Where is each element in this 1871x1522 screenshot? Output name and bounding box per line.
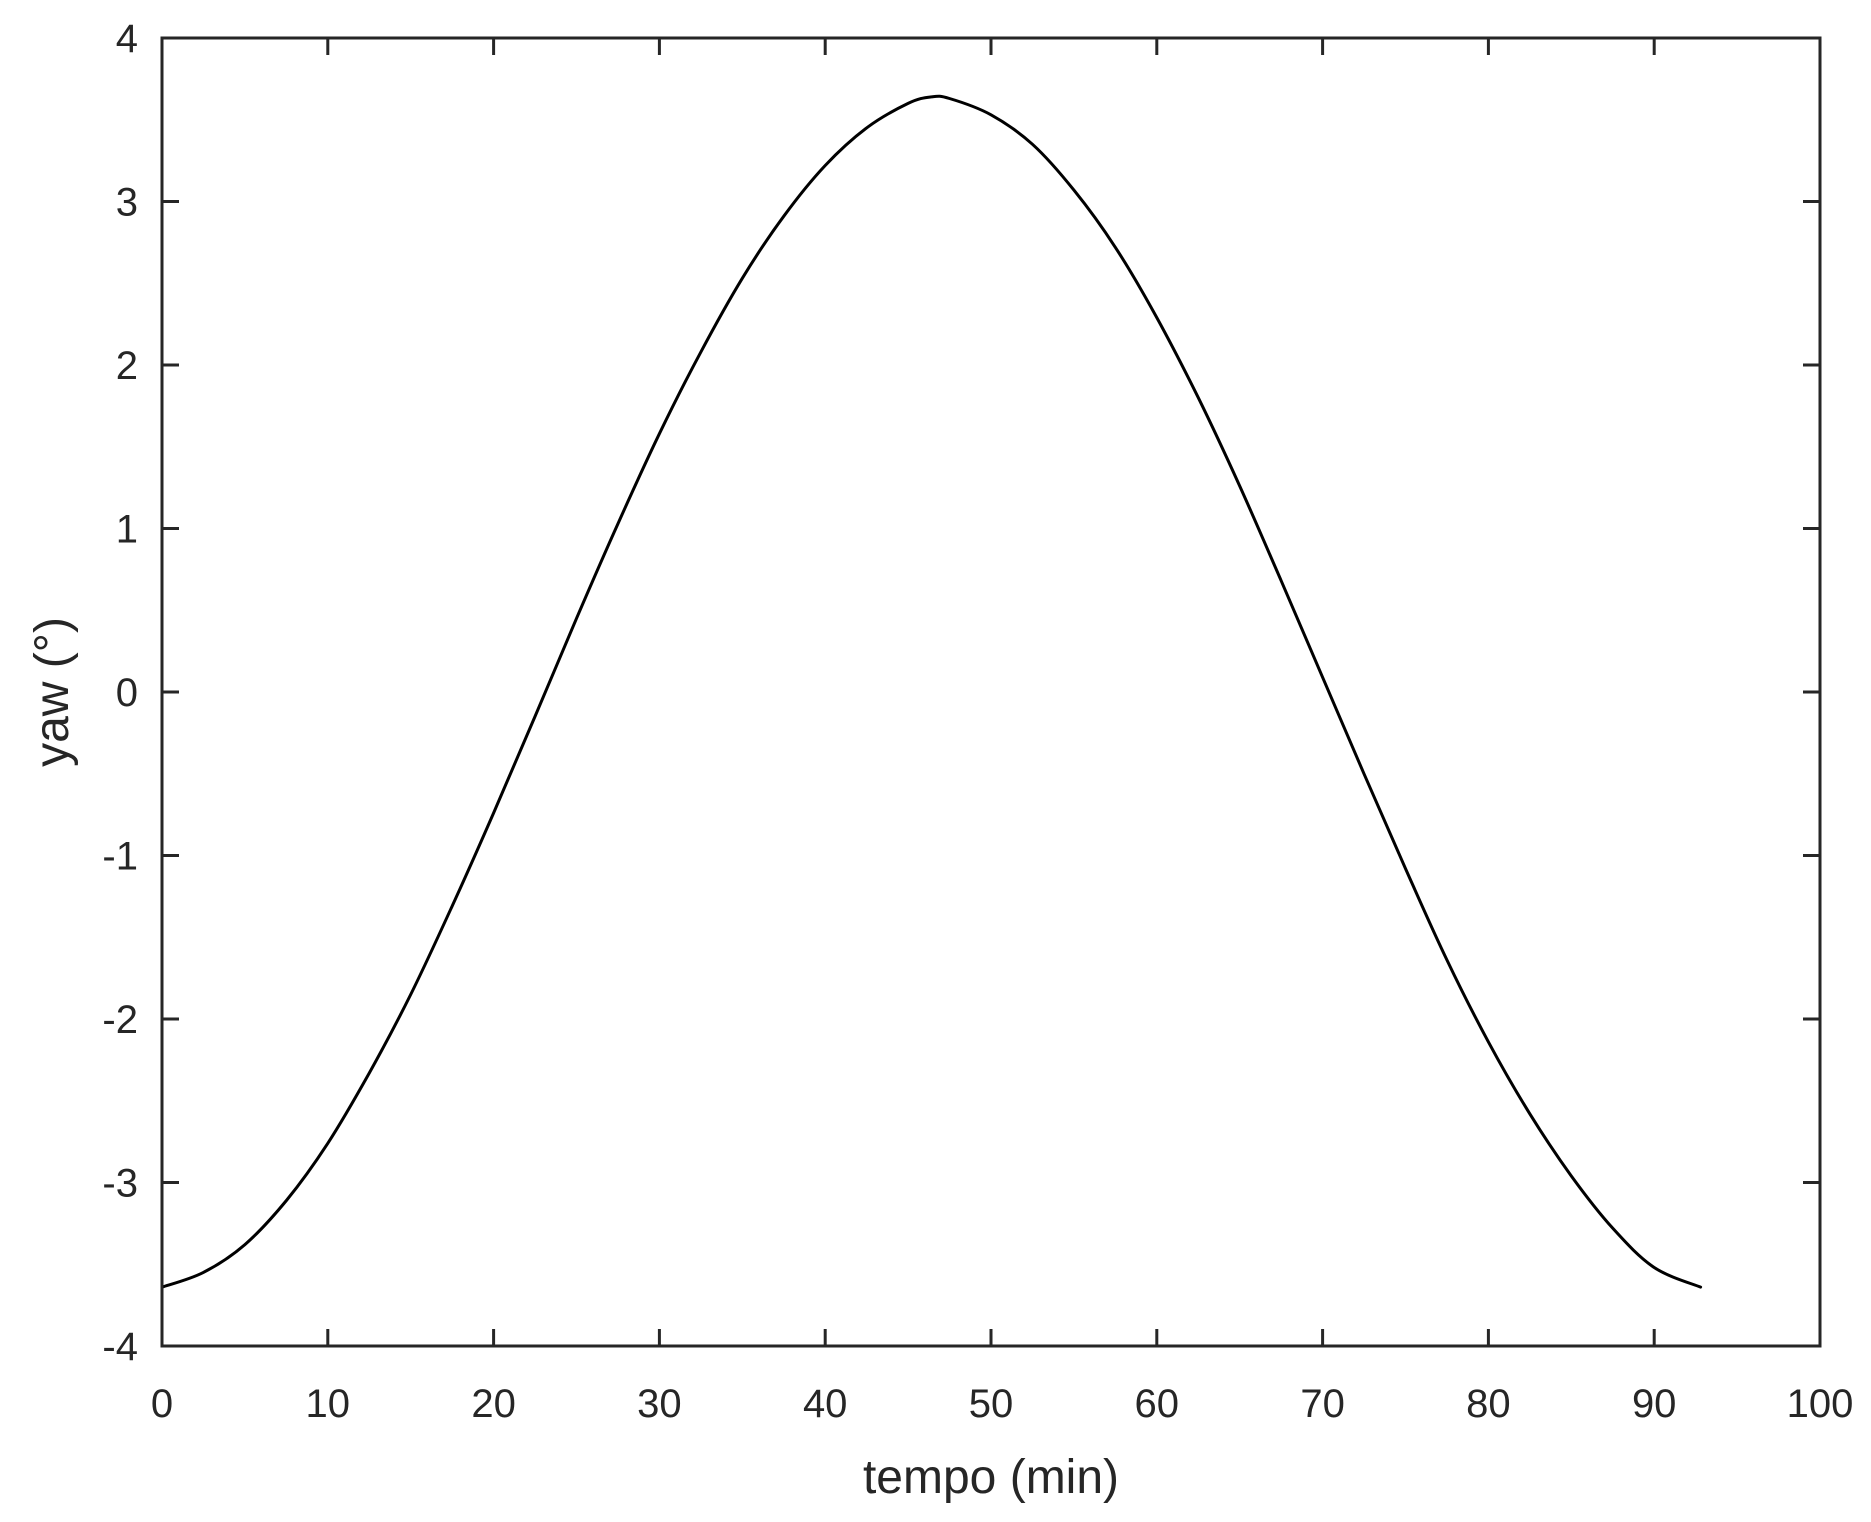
x-tick-label: 90 [1632,1382,1677,1426]
y-axis-label: yaw (°) [26,617,79,767]
y-tick-label: -2 [102,998,138,1042]
y-tick-label: -3 [102,1162,138,1206]
plot-frame [160,36,1822,1348]
x-tick-label: 30 [637,1382,682,1426]
y-tick-label: 1 [116,508,138,552]
x-tick-label: 10 [306,1382,351,1426]
x-axis-label: tempo (min) [863,1451,1119,1504]
x-tick-label: 0 [151,1382,173,1426]
x-tick-label: 60 [1135,1382,1180,1426]
y-tick-label: 0 [116,671,138,715]
y-tick-label: 2 [116,344,138,388]
y-tick-label: -1 [102,835,138,879]
x-tick-label: 20 [471,1382,516,1426]
x-tick-label: 100 [1787,1382,1854,1426]
x-tick-label: 50 [969,1382,1014,1426]
plot-area [162,38,1820,1346]
y-tick-label: 4 [116,17,138,61]
x-tick-label: 80 [1466,1382,1511,1426]
x-tick-label: 70 [1300,1382,1345,1426]
y-tick-label: -4 [102,1325,138,1369]
x-tick-labels: 0 10 20 30 40 50 60 70 80 90 100 [151,1382,1854,1426]
series-line [160,94,1703,1289]
y-tick-labels: -4 -3 -2 -1 0 1 2 3 4 [102,17,138,1369]
x-tick-label: 40 [803,1382,848,1426]
y-tick-label: 3 [116,181,138,225]
